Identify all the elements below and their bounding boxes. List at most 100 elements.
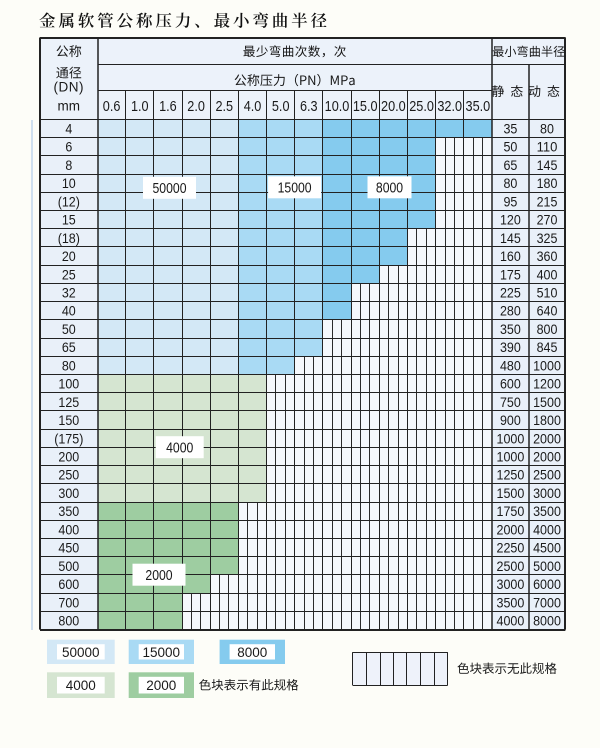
- svg-text:800: 800: [58, 614, 79, 630]
- svg-text:600: 600: [58, 577, 79, 593]
- svg-text:200: 200: [58, 450, 79, 466]
- svg-text:2000: 2000: [145, 568, 172, 584]
- svg-text:4000: 4000: [66, 678, 96, 693]
- svg-text:845: 845: [537, 340, 558, 356]
- svg-text:65: 65: [503, 158, 517, 174]
- svg-text:145: 145: [537, 158, 558, 174]
- svg-text:900: 900: [500, 413, 521, 429]
- svg-text:32: 32: [62, 286, 76, 302]
- svg-text:0.6: 0.6: [103, 99, 121, 115]
- svg-text:80: 80: [62, 358, 76, 374]
- svg-text:300: 300: [58, 486, 79, 502]
- svg-text:1000: 1000: [497, 431, 525, 447]
- svg-text:50: 50: [503, 140, 517, 156]
- svg-text:50000: 50000: [62, 645, 100, 660]
- svg-text:3500: 3500: [497, 595, 525, 611]
- svg-text:600: 600: [500, 377, 521, 393]
- svg-text:1800: 1800: [533, 413, 561, 429]
- svg-text:8000: 8000: [376, 181, 403, 197]
- svg-text:4000: 4000: [533, 522, 561, 538]
- svg-text:160: 160: [500, 249, 521, 265]
- svg-text:(12): (12): [58, 194, 80, 210]
- svg-text:7000: 7000: [533, 595, 561, 611]
- svg-text:50000: 50000: [153, 181, 187, 197]
- svg-text:mm: mm: [58, 99, 81, 114]
- svg-text:500: 500: [58, 559, 79, 575]
- svg-text:3500: 3500: [533, 504, 561, 520]
- svg-text:(DN): (DN): [54, 80, 85, 95]
- svg-text:32.0: 32.0: [437, 99, 462, 115]
- svg-text:150: 150: [58, 413, 79, 429]
- svg-text:4000: 4000: [497, 614, 525, 630]
- svg-text:80: 80: [540, 122, 554, 138]
- svg-text:215: 215: [537, 194, 558, 210]
- svg-text:325: 325: [537, 231, 558, 247]
- svg-text:175: 175: [500, 267, 521, 283]
- svg-text:2250: 2250: [497, 541, 525, 557]
- svg-text:1.6: 1.6: [159, 99, 177, 115]
- svg-text:125: 125: [58, 395, 79, 411]
- svg-text:2500: 2500: [533, 468, 561, 484]
- svg-text:1200: 1200: [533, 377, 561, 393]
- svg-text:640: 640: [537, 304, 558, 320]
- svg-text:8000: 8000: [237, 645, 267, 660]
- svg-text:225: 225: [500, 286, 521, 302]
- svg-text:15: 15: [62, 213, 76, 229]
- svg-text:2000: 2000: [146, 678, 176, 693]
- svg-text:5.0: 5.0: [272, 99, 290, 115]
- svg-text:1500: 1500: [497, 486, 525, 502]
- svg-text:20.0: 20.0: [381, 99, 406, 115]
- svg-text:25.0: 25.0: [409, 99, 434, 115]
- svg-text:800: 800: [537, 322, 558, 338]
- svg-text:95: 95: [503, 194, 517, 210]
- svg-text:2000: 2000: [533, 450, 561, 466]
- svg-text:1.0: 1.0: [131, 99, 149, 115]
- svg-text:(175): (175): [54, 431, 83, 447]
- svg-text:480: 480: [500, 358, 521, 374]
- svg-text:15000: 15000: [143, 645, 181, 660]
- svg-text:1250: 1250: [497, 468, 525, 484]
- svg-text:700: 700: [58, 595, 79, 611]
- svg-text:40: 40: [62, 304, 76, 320]
- svg-text:100: 100: [58, 377, 79, 393]
- svg-text:15.0: 15.0: [353, 99, 378, 115]
- svg-text:8: 8: [65, 158, 72, 174]
- svg-text:50: 50: [62, 322, 76, 338]
- svg-text:80: 80: [503, 176, 517, 192]
- svg-text:400: 400: [58, 522, 79, 538]
- svg-text:6000: 6000: [533, 577, 561, 593]
- svg-text:110: 110: [537, 140, 558, 156]
- svg-text:1500: 1500: [533, 395, 561, 411]
- svg-text:65: 65: [62, 340, 76, 356]
- svg-text:(18): (18): [58, 231, 80, 247]
- svg-text:20: 20: [62, 249, 76, 265]
- svg-text:5000: 5000: [533, 559, 561, 575]
- svg-text:6: 6: [65, 140, 72, 156]
- svg-text:180: 180: [537, 176, 558, 192]
- svg-text:250: 250: [58, 468, 79, 484]
- svg-text:15000: 15000: [278, 181, 312, 197]
- svg-text:120: 120: [500, 213, 521, 229]
- svg-text:2.5: 2.5: [216, 99, 234, 115]
- svg-text:2000: 2000: [533, 431, 561, 447]
- svg-text:10: 10: [62, 176, 76, 192]
- svg-text:4000: 4000: [166, 440, 193, 456]
- svg-text:1000: 1000: [533, 358, 561, 374]
- svg-text:6.3: 6.3: [300, 99, 318, 115]
- svg-text:360: 360: [537, 249, 558, 265]
- svg-text:35: 35: [503, 122, 517, 138]
- svg-text:3000: 3000: [533, 486, 561, 502]
- svg-text:4: 4: [65, 122, 72, 138]
- svg-text:1750: 1750: [497, 504, 525, 520]
- svg-text:2000: 2000: [497, 522, 525, 538]
- svg-text:350: 350: [58, 504, 79, 520]
- svg-text:400: 400: [537, 267, 558, 283]
- svg-text:25: 25: [62, 267, 76, 283]
- svg-text:2.0: 2.0: [187, 99, 205, 115]
- svg-text:4500: 4500: [533, 541, 561, 557]
- svg-text:450: 450: [58, 541, 79, 557]
- svg-text:510: 510: [537, 286, 558, 302]
- svg-text:4.0: 4.0: [244, 99, 262, 115]
- svg-text:8000: 8000: [533, 614, 561, 630]
- svg-text:750: 750: [500, 395, 521, 411]
